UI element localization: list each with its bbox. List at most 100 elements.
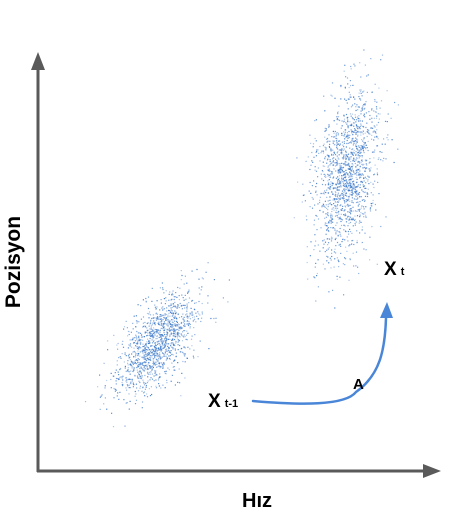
particle-point [366, 192, 368, 194]
particle-point [146, 366, 148, 368]
particle-point [362, 146, 364, 148]
particle-point [327, 156, 330, 158]
particle-point [360, 212, 362, 214]
particle-point [197, 356, 199, 358]
particle-point [354, 215, 356, 217]
particle-point [131, 380, 133, 382]
particle-point [143, 336, 145, 338]
particle-point [181, 340, 184, 342]
particle-point [346, 102, 348, 104]
particle-point [142, 357, 144, 359]
particle-point [166, 324, 168, 326]
particle-point [351, 168, 353, 170]
particle-point [155, 319, 157, 321]
particle-point [361, 173, 363, 175]
particle-point [328, 187, 330, 189]
particle-point [165, 344, 167, 347]
particle-point [186, 320, 188, 322]
particle-point [351, 201, 353, 203]
particle-point [351, 124, 353, 126]
particle-point [173, 296, 175, 298]
particle-point [160, 357, 162, 359]
particle-point [117, 392, 119, 394]
particle-point [156, 330, 158, 332]
particle-point [355, 265, 357, 267]
particle-point [128, 333, 130, 336]
particle-point [142, 343, 144, 345]
particle-point [125, 387, 127, 389]
particle-point [334, 162, 336, 164]
particle-point [157, 353, 159, 355]
particle-point [107, 349, 109, 351]
particle-point [327, 215, 329, 217]
particle-point [189, 323, 191, 325]
particle-point [326, 162, 328, 164]
particle-point [166, 336, 168, 338]
particle-point [314, 169, 316, 171]
particle-point [178, 306, 180, 309]
particle-point [155, 354, 157, 356]
particle-point [338, 175, 341, 177]
particle-point [332, 130, 334, 132]
particle-point [353, 151, 355, 153]
particle-point [149, 342, 151, 344]
particle-point [361, 241, 363, 244]
particle-point [186, 308, 188, 310]
particle-point [353, 119, 355, 121]
particle-point [131, 361, 134, 363]
particle-point [176, 335, 178, 337]
particle-point [172, 327, 174, 329]
particle-point [163, 326, 165, 328]
particle-point [189, 318, 191, 320]
particle-point [357, 120, 359, 122]
particle-point [365, 249, 367, 251]
particle-point [361, 180, 363, 183]
particle-point [343, 156, 345, 158]
particle-point [134, 360, 136, 362]
particle-point [360, 176, 362, 178]
particle-point [327, 192, 329, 194]
particle-point [358, 168, 360, 170]
particle-point [339, 182, 341, 185]
particle-point [139, 332, 142, 334]
particle-point [159, 335, 161, 337]
particle-point [146, 341, 148, 343]
particle-point [344, 138, 346, 140]
particle-point [172, 319, 174, 321]
particle-point [111, 412, 113, 414]
particle-point [322, 240, 324, 242]
particle-point [330, 213, 332, 215]
particle-point [128, 371, 130, 373]
particle-point [346, 117, 348, 119]
particle-point [373, 173, 376, 175]
particle-point [359, 173, 361, 175]
particle-point [336, 188, 338, 190]
particle-point [309, 168, 311, 171]
particle-point [156, 329, 158, 331]
particle-point [146, 312, 149, 315]
particle-point [141, 336, 143, 338]
particle-point [171, 325, 173, 327]
particle-point [132, 382, 134, 384]
particle-point [347, 127, 349, 129]
particle-point [166, 348, 168, 350]
particle-point [324, 184, 327, 186]
particle-point [313, 156, 315, 158]
particle-point [150, 320, 152, 322]
particle-point [344, 164, 346, 166]
particle-point [336, 159, 338, 162]
particle-point [351, 210, 353, 213]
particle-point [178, 326, 180, 328]
particle-point [135, 315, 137, 317]
particle-point [311, 196, 313, 199]
particle-point [350, 179, 352, 181]
particle-point [160, 346, 162, 348]
particle-point [345, 76, 347, 78]
particle-point [168, 357, 171, 360]
particle-point [331, 208, 333, 210]
particle-point [335, 133, 337, 135]
particle-point [135, 354, 137, 356]
particle-point [331, 238, 333, 240]
particle-point [162, 340, 164, 342]
particle-point [326, 196, 328, 198]
